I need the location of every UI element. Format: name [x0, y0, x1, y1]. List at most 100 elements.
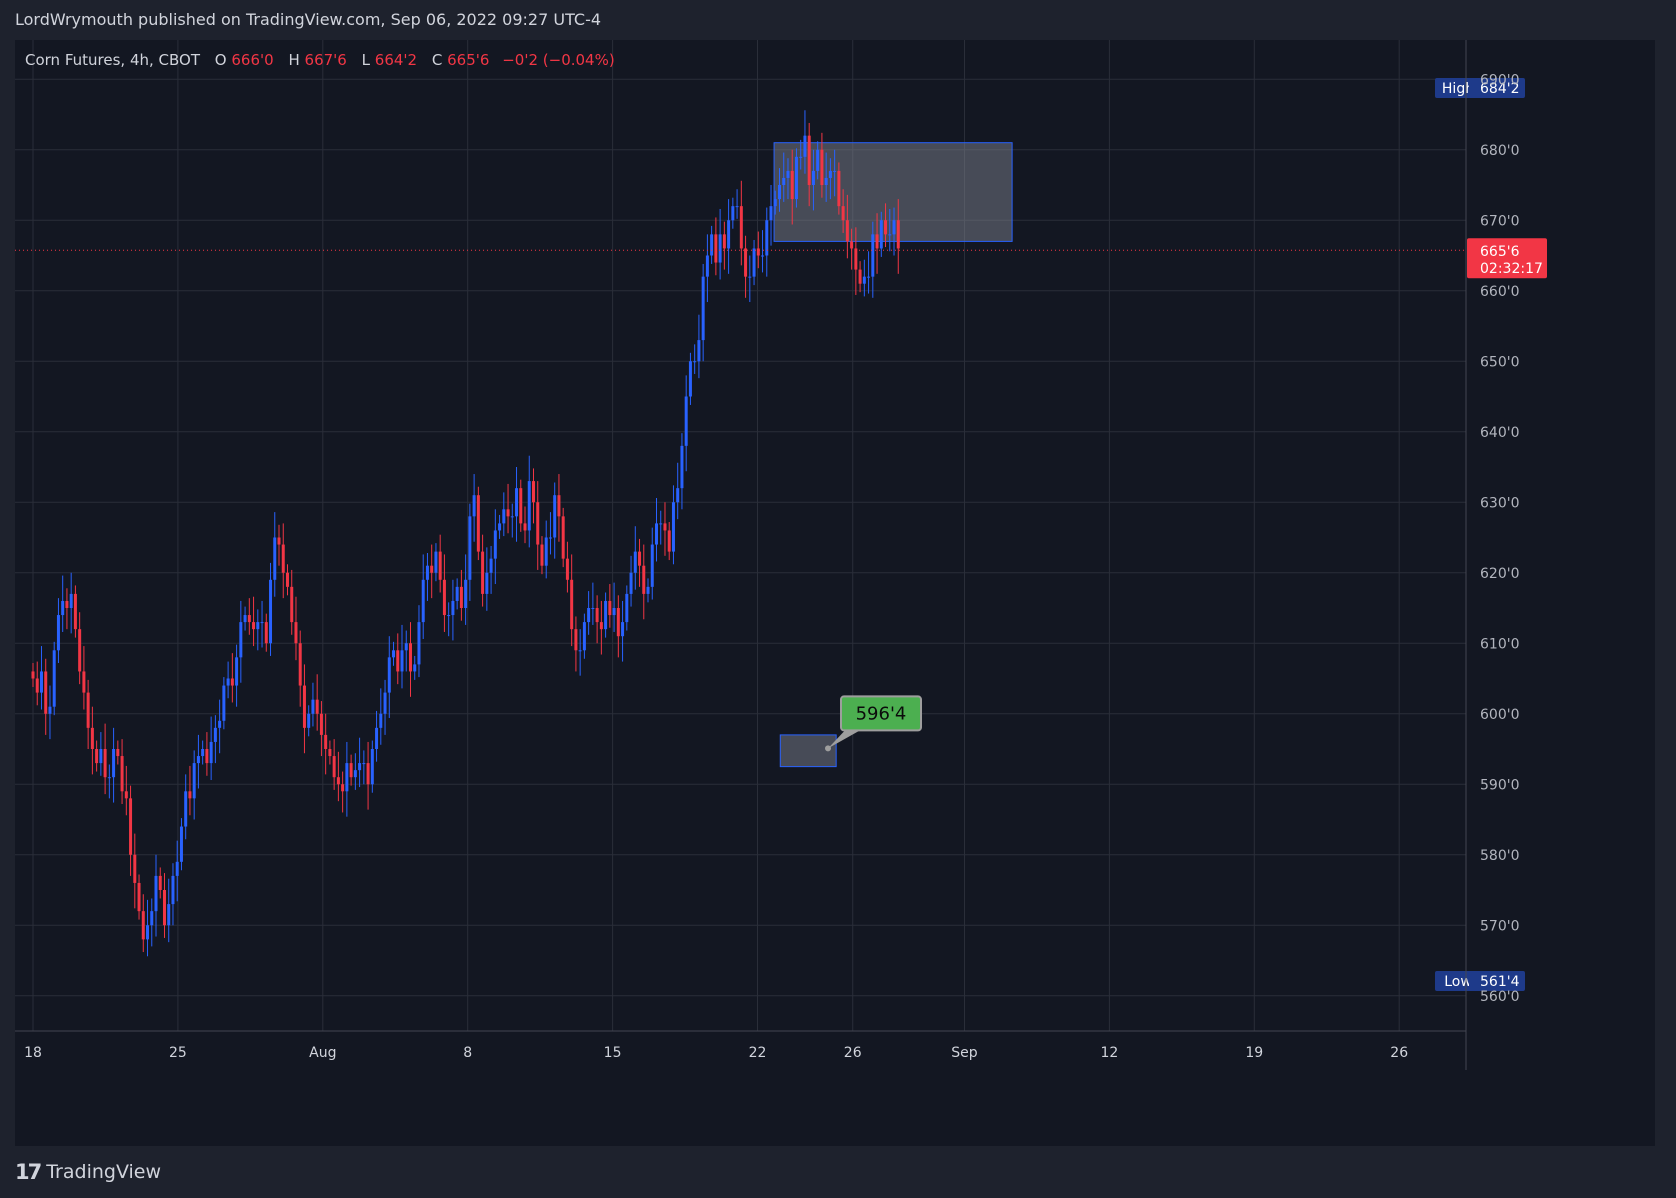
candle [264, 613, 268, 652]
candle-body [319, 713, 323, 735]
candle-body [86, 692, 90, 728]
candle [375, 710, 379, 762]
candle-body [379, 713, 383, 728]
candle-body [239, 622, 243, 658]
candle [184, 774, 188, 840]
candle-body [663, 523, 667, 531]
candle [353, 753, 357, 790]
candle [379, 688, 383, 745]
candle-body [226, 678, 230, 686]
candle-body [171, 875, 175, 905]
candle [129, 785, 133, 876]
candle-body [353, 770, 357, 778]
x-tick-label: Aug [309, 1045, 336, 1061]
candle-body [48, 706, 52, 714]
candle [336, 751, 340, 802]
candle-body [531, 481, 535, 503]
price-callout[interactable]: 596'4 [825, 695, 922, 752]
change-value: −0'2 (−0.04%) [502, 51, 614, 69]
candle-body [527, 481, 531, 531]
candle-body [116, 749, 120, 757]
annotation-layer[interactable]: 596'4 [773, 142, 1013, 768]
candle [548, 512, 552, 555]
candle-body [73, 593, 77, 630]
candle-body [464, 579, 468, 608]
candle-body [290, 586, 294, 623]
candle [892, 207, 896, 256]
candle [413, 655, 417, 680]
candle-body [752, 248, 756, 277]
y-tick-label: 640'0 [1480, 425, 1519, 441]
candle [578, 629, 582, 676]
candle [52, 641, 56, 716]
candle-body [447, 615, 451, 617]
candle [786, 158, 790, 200]
candle [858, 261, 862, 293]
candle [218, 699, 222, 754]
candle-body [591, 608, 595, 609]
candle-body [375, 727, 379, 749]
candle [540, 536, 544, 575]
candle [425, 553, 429, 601]
candle-body [807, 135, 811, 185]
y-tick-label: 600'0 [1480, 707, 1519, 723]
candle-body [862, 276, 866, 284]
candle [701, 263, 705, 362]
candle [252, 596, 256, 647]
candle-body [650, 544, 654, 587]
candle-body [557, 495, 561, 517]
candle-body [544, 537, 548, 566]
candle [621, 600, 625, 662]
candle-body [693, 361, 697, 363]
y-tick-label: 660'0 [1480, 284, 1519, 300]
candle-body [298, 643, 302, 686]
candle [99, 732, 103, 776]
candle [116, 740, 120, 765]
callout-box [840, 695, 922, 732]
candle [307, 705, 311, 737]
candle-body [269, 579, 273, 644]
x-tick-label: 25 [169, 1045, 187, 1061]
candle-body [154, 875, 158, 912]
candle-body [184, 791, 188, 827]
candle-body [332, 756, 336, 778]
candle-body [392, 650, 396, 658]
candle-body [616, 608, 620, 637]
candle-body [230, 678, 234, 686]
candle [65, 588, 69, 630]
candle [680, 433, 684, 510]
candle-body [408, 643, 412, 672]
candle [464, 554, 468, 625]
candle [226, 661, 230, 699]
candle-body [400, 650, 404, 672]
candle [442, 554, 446, 632]
candle [124, 765, 128, 816]
candle-body [854, 248, 858, 270]
candle-body [548, 537, 552, 539]
candle-body [383, 692, 387, 714]
candle [625, 585, 629, 631]
callout-pointer [828, 730, 860, 749]
candle [574, 616, 578, 672]
footer-brand[interactable]: 17 TradingView [15, 1160, 161, 1184]
candle [481, 534, 485, 607]
candle-body [133, 854, 137, 883]
candle-body [625, 593, 629, 623]
candle [493, 509, 497, 585]
candle-body [150, 911, 154, 926]
candle [281, 523, 285, 599]
candle-body [654, 523, 658, 545]
candle-body [786, 170, 790, 178]
candle [833, 149, 837, 197]
candle [761, 230, 765, 273]
candle-body [646, 586, 650, 594]
candle-body [56, 615, 60, 651]
candle [417, 605, 421, 678]
candle-body [744, 248, 748, 277]
candle-body [684, 396, 688, 446]
candle-body [273, 537, 277, 580]
candle-body [341, 784, 345, 792]
grid [15, 40, 1466, 1031]
candle-body [892, 220, 896, 235]
